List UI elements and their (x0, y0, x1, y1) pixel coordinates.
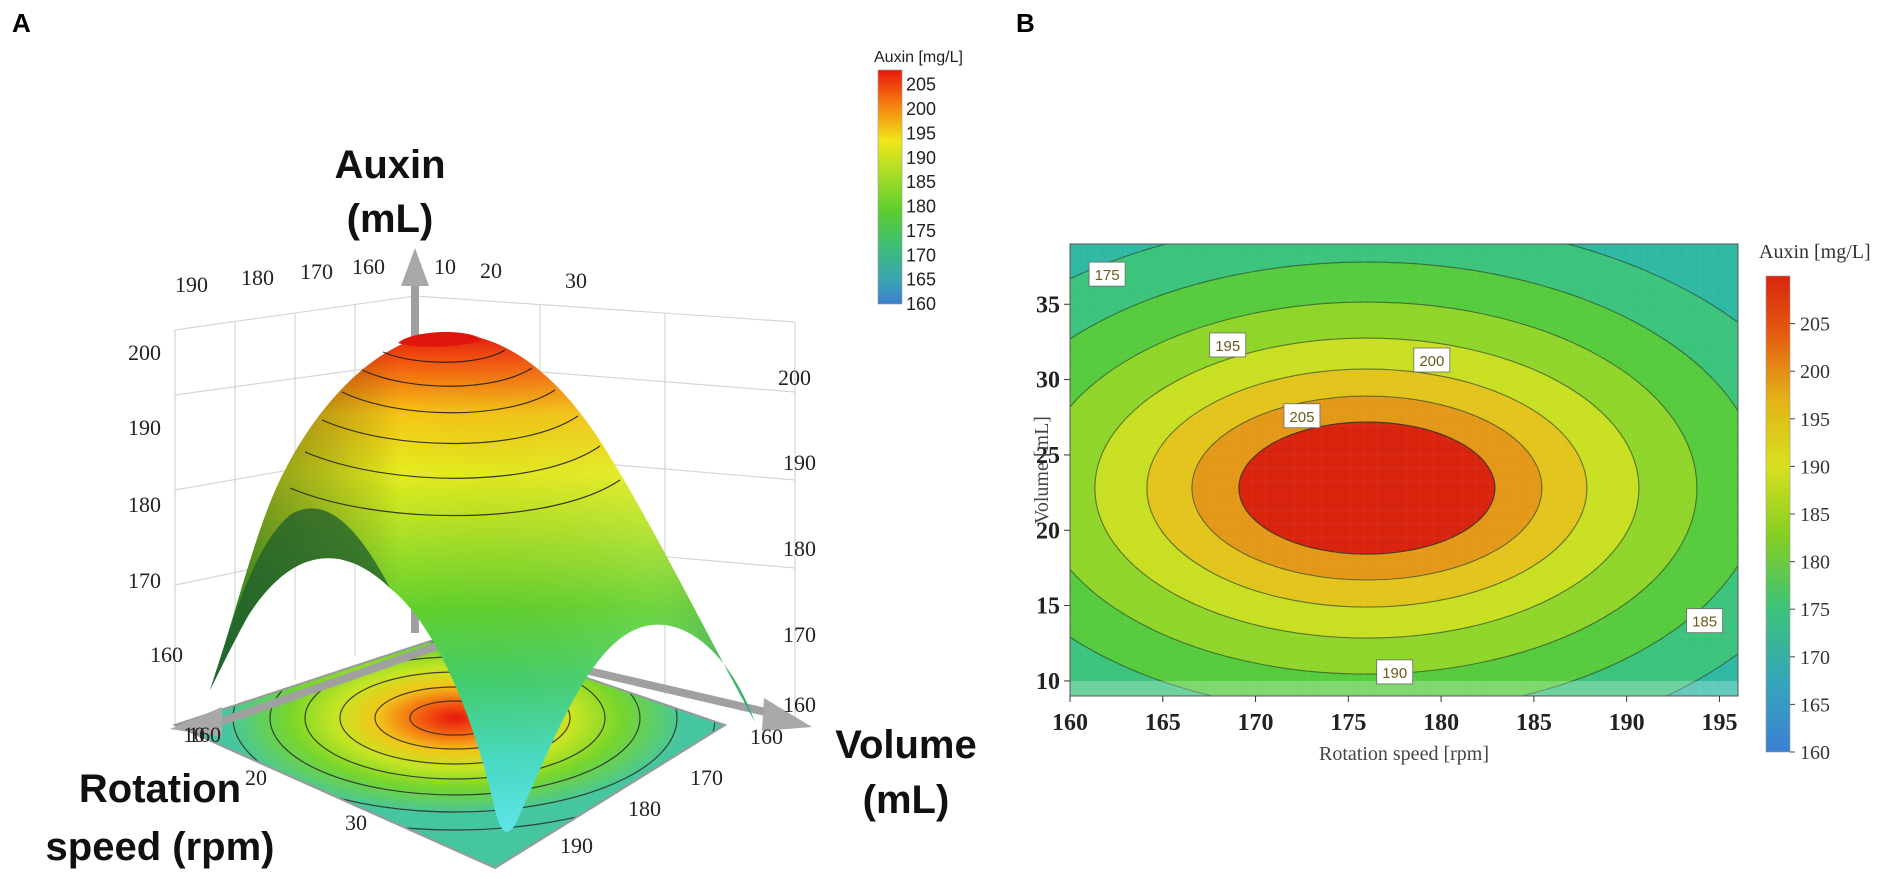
tick-top-right-30: 30 (565, 268, 587, 293)
y-tick-label: 20 (1036, 518, 1060, 544)
tick-front-right-160: 160 (750, 724, 783, 749)
tick-top-right-10: 10 (434, 254, 456, 279)
x-tick-label: 190 (1609, 710, 1645, 736)
contour-label: 185 (1692, 614, 1717, 631)
z-axis-title-line2: (mL) (347, 197, 434, 241)
colorbar-b-title: Auxin [mg/L] (1759, 241, 1871, 263)
colorbar-b-tick: 205 (1800, 314, 1830, 336)
colorbar-a: Auxin [mg/L] 205 200 195 190 185 180 175 170 165… (874, 49, 963, 314)
x-tick-label: 170 (1238, 710, 1274, 736)
panel-a-label: A (12, 8, 31, 38)
contour-label-box (1376, 659, 1414, 685)
colorbar-b-tick: 190 (1800, 456, 1830, 478)
contour-label-box (1209, 332, 1247, 358)
panel-b-label: B (1016, 8, 1035, 38)
y-tick-label: 10 (1036, 669, 1060, 695)
colorbar-b-tick: 160 (1800, 742, 1830, 764)
tick-front-right-170: 170 (690, 765, 723, 790)
contour-plot: 175 195 200 205 185 190 160 165 170 175 180 185 190… (1031, 241, 1871, 765)
x-tick-label: 165 (1145, 710, 1181, 736)
colorbar-b-tick: 170 (1800, 647, 1830, 669)
colorbar-a-tick: 165 (906, 270, 936, 290)
colorbar-a-tick: 195 (906, 123, 936, 143)
x-tick-label: 195 (1701, 710, 1737, 736)
y-axis-title: Volume [mL] (1031, 416, 1053, 524)
colorbar-a-tick: 160 (906, 294, 936, 314)
contour-label-box (1088, 261, 1126, 287)
x-axis-title-line2: speed (rpm) (46, 825, 275, 869)
y-tick-label: 30 (1036, 368, 1060, 394)
tick-front-left-20: 20 (245, 765, 267, 790)
y-tick-label: 15 (1036, 594, 1060, 620)
x-axis-title-line1: Rotation (79, 767, 241, 811)
contour-label: 205 (1289, 409, 1314, 426)
colorbar-b-tick: 185 (1800, 504, 1830, 526)
tick-top-left-180: 180 (241, 265, 274, 290)
surface-ticks: 190 180 170 160 10 20 30 200 190 180 170… (128, 254, 816, 858)
x-axis-title: Rotation speed [rpm] (1319, 743, 1489, 765)
contour-label: 195 (1215, 338, 1240, 355)
surface-plot: 190 180 170 160 10 20 30 200 190 180 170… (46, 49, 977, 870)
contour-label: 190 (1382, 665, 1407, 682)
colorbar-b-tick: 175 (1800, 599, 1830, 621)
colorbar-b-tick: 200 (1800, 361, 1830, 383)
tick-right-z-190: 190 (783, 450, 816, 475)
tick-right-z-180: 180 (783, 536, 816, 561)
y-tick-label: 35 (1036, 292, 1060, 318)
colorbar-a-title: Auxin [mg/L] (874, 49, 963, 66)
colorbar-a-tick: 185 (906, 172, 936, 192)
tick-left-z-200: 200 (128, 340, 161, 365)
y-tick-label: 25 (1036, 443, 1060, 469)
tick-front-right-180: 180 (628, 796, 661, 821)
colorbar-b-tick: 180 (1800, 552, 1830, 574)
y-axis-title-line2: (mL) (863, 778, 950, 822)
tick-left-z-160: 160 (150, 642, 183, 667)
y-axis-title-line1: Volume (835, 723, 977, 767)
contour-peak-region (1238, 421, 1496, 555)
tick-front-left-10: 10 (183, 722, 205, 747)
contour-label-box (1686, 608, 1723, 634)
colorbar-a-tick: 205 (906, 75, 936, 95)
tick-left-z-190: 190 (128, 415, 161, 440)
x-tick-label: 185 (1516, 710, 1552, 736)
x-tick-label: 180 (1423, 710, 1459, 736)
colorbar-b-tick: 165 (1800, 694, 1830, 716)
contour-label-box (1283, 403, 1321, 429)
z-axis-title-line1: Auxin (334, 143, 445, 187)
tick-top-left-170: 170 (300, 259, 333, 284)
tick-front-right-190: 190 (560, 833, 593, 858)
contour-fill (1070, 244, 1738, 696)
tick-front-left-160: 160 (188, 722, 221, 747)
tick-top-left-160: 160 (352, 254, 385, 279)
contour-label: 175 (1095, 267, 1120, 284)
colorbar-a-tick: 200 (906, 99, 936, 119)
x-tick-label: 160 (1052, 710, 1088, 736)
colorbar-a-tick: 180 (906, 197, 936, 217)
contour-label-box (1413, 347, 1451, 373)
response-surface (210, 332, 755, 832)
tick-right-z-160: 160 (783, 692, 816, 717)
colorbar-a-tick: 190 (906, 148, 936, 168)
contour-label: 200 (1419, 353, 1444, 370)
tick-left-z-170: 170 (128, 568, 161, 593)
colorbar-b: Auxin [mg/L] 205 200 195 190 185 180 175 170 165… (1759, 241, 1871, 764)
tick-front-left-30: 30 (345, 810, 367, 835)
tick-top-left-190: 190 (175, 272, 208, 297)
tick-left-z-180: 180 (128, 492, 161, 517)
tick-right-z-170: 170 (783, 622, 816, 647)
colorbar-b-tick: 195 (1800, 409, 1830, 431)
colorbar-a-tick: 170 (906, 245, 936, 265)
x-tick-label: 175 (1330, 710, 1366, 736)
tick-top-right-20: 20 (480, 258, 502, 283)
tick-right-z-200: 200 (778, 365, 811, 390)
colorbar-a-tick: 175 (906, 221, 936, 241)
